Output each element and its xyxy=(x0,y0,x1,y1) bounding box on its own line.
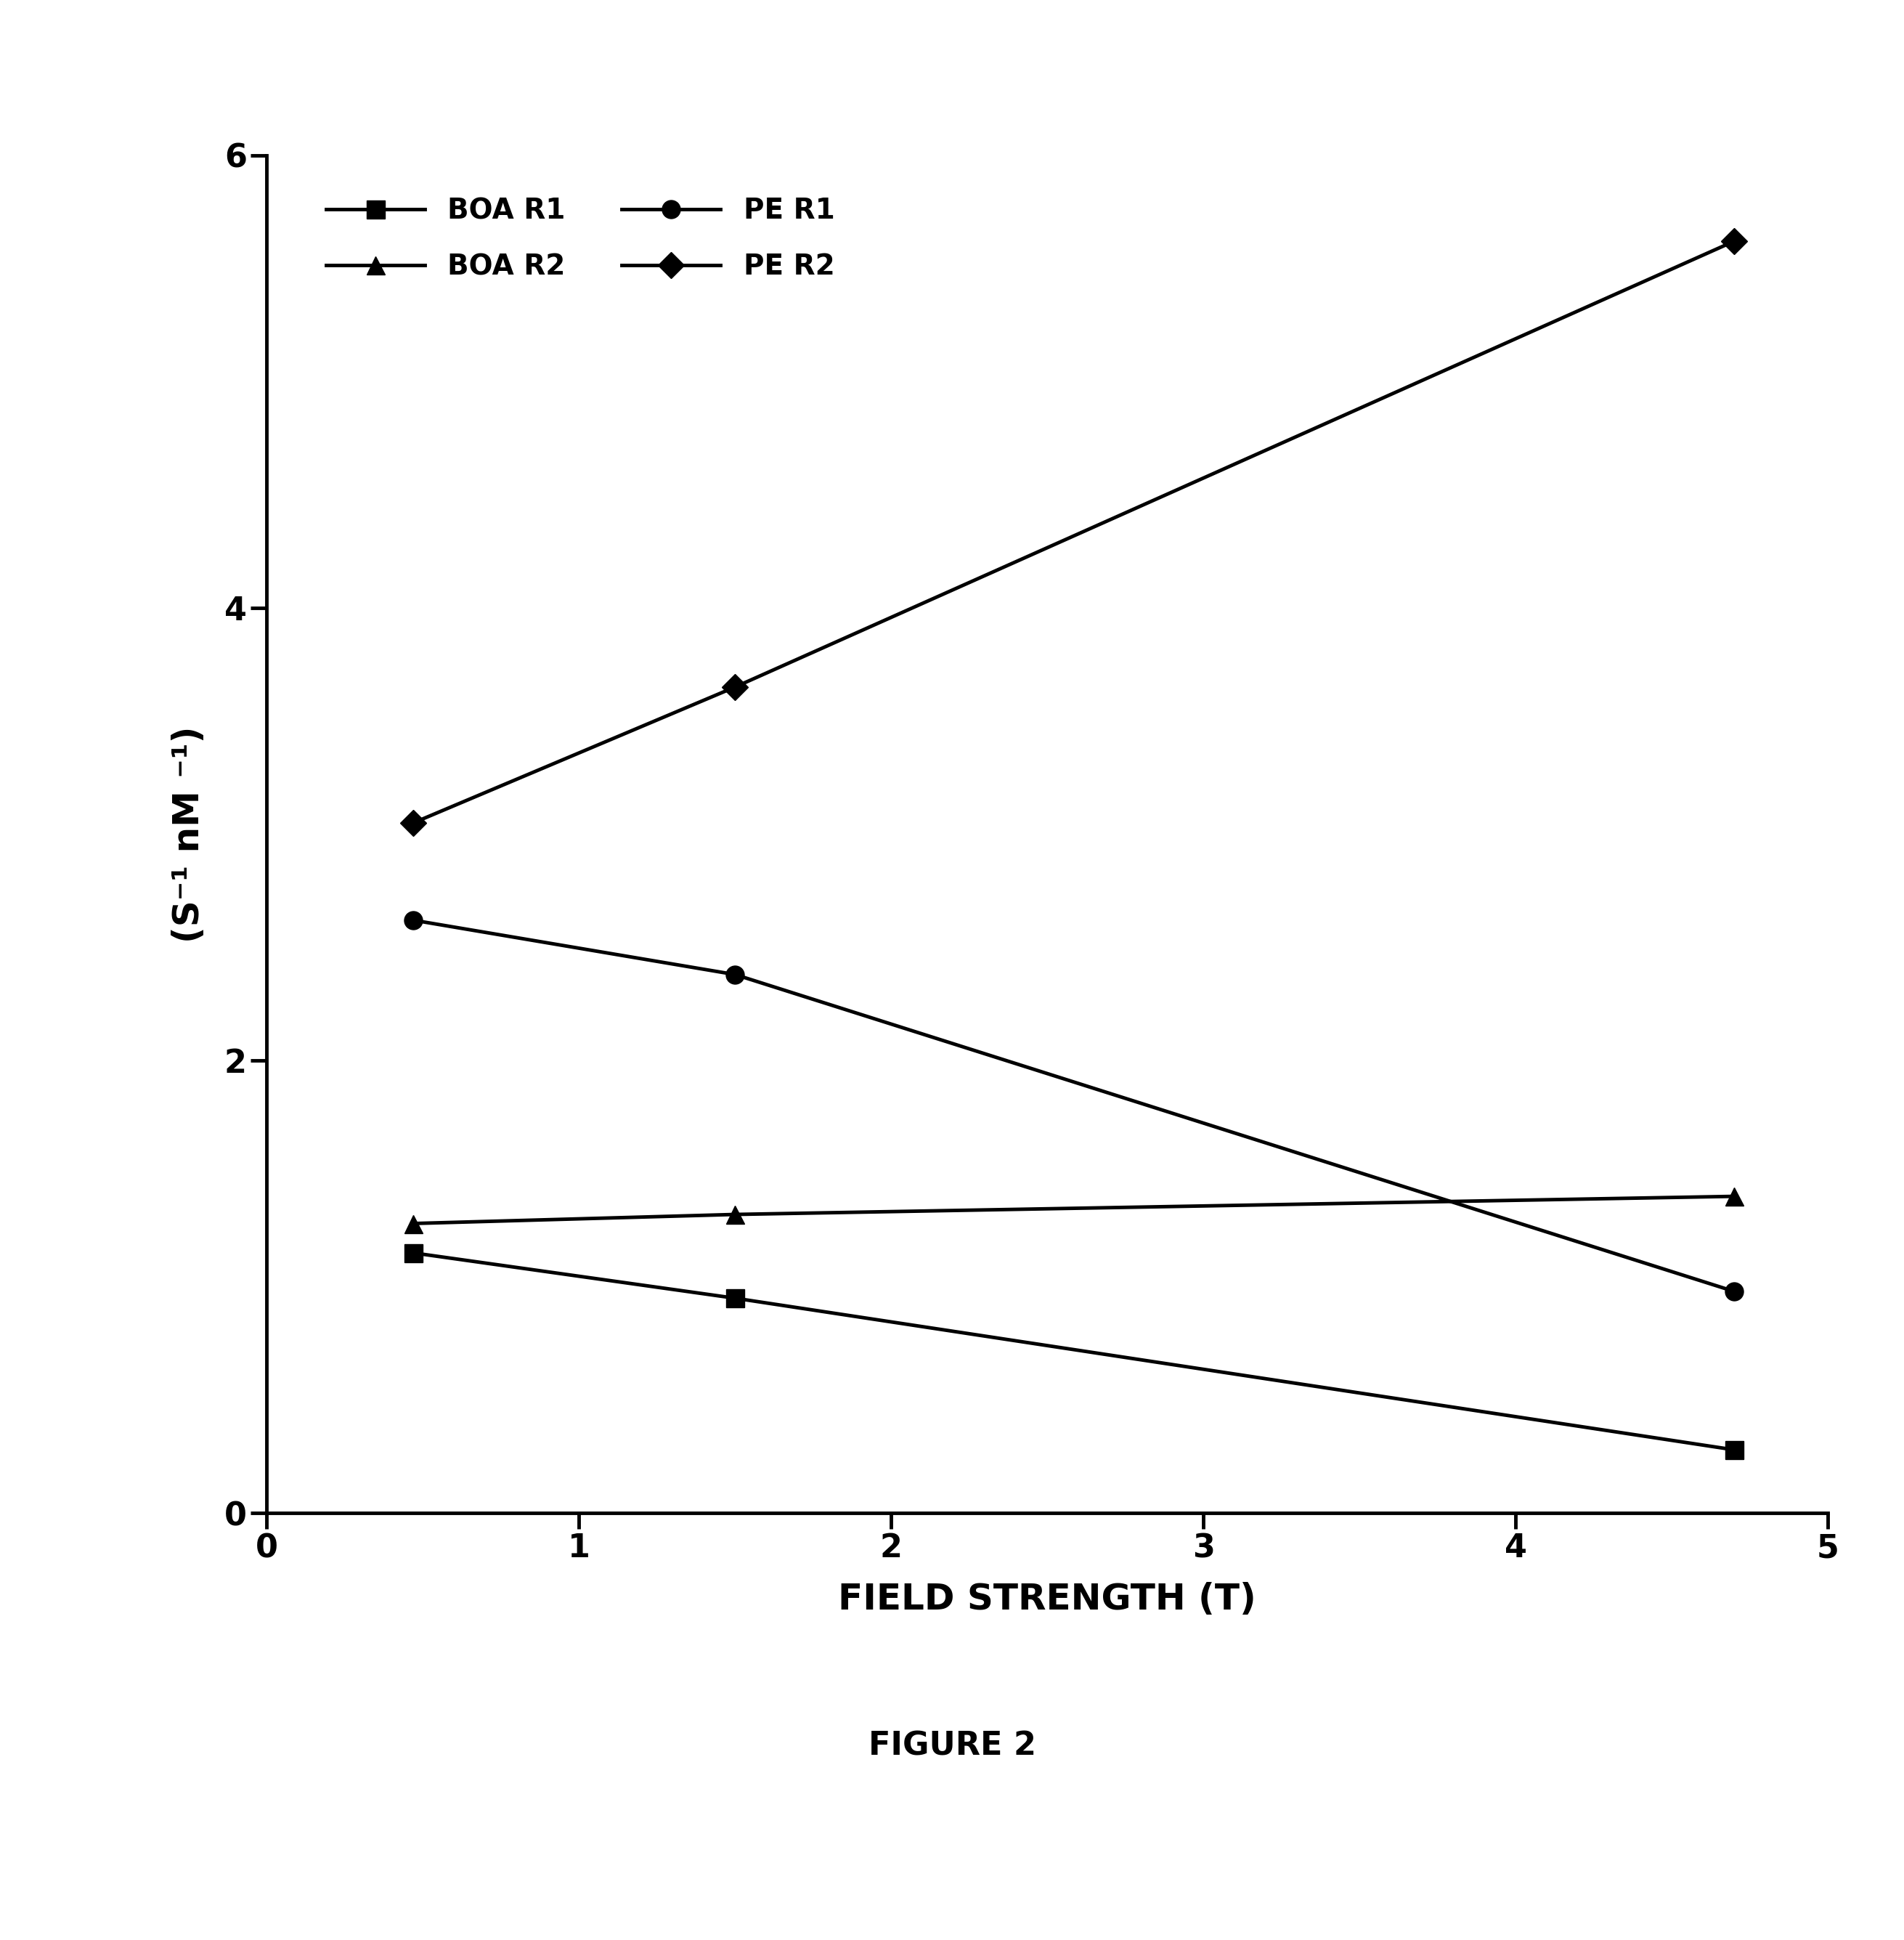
Y-axis label: (S⁻¹ nM ⁻¹): (S⁻¹ nM ⁻¹) xyxy=(171,726,206,943)
BOA R2 xyxy=(724,1203,746,1226)
X-axis label: FIELD STRENGTH (T): FIELD STRENGTH (T) xyxy=(838,1583,1257,1618)
Line: BOA R1: BOA R1 xyxy=(404,1244,1744,1459)
PE R1 xyxy=(402,908,425,931)
PE R2 xyxy=(402,811,425,834)
PE R1 xyxy=(724,962,746,986)
PE R2 xyxy=(1723,229,1746,252)
PE R2 xyxy=(724,675,746,698)
Line: PE R2: PE R2 xyxy=(404,233,1744,832)
PE R1 xyxy=(1723,1280,1746,1304)
BOA R1 xyxy=(402,1242,425,1265)
BOA R1 xyxy=(724,1286,746,1310)
Line: BOA R2: BOA R2 xyxy=(404,1187,1744,1232)
BOA R2 xyxy=(402,1212,425,1236)
Line: PE R1: PE R1 xyxy=(404,912,1744,1300)
BOA R2 xyxy=(1723,1185,1746,1209)
BOA R1 xyxy=(1723,1438,1746,1461)
Text: FIGURE 2: FIGURE 2 xyxy=(868,1730,1036,1762)
Legend: BOA R1, BOA R2, PE R1, PE R2: BOA R1, BOA R2, PE R1, PE R2 xyxy=(312,182,849,295)
